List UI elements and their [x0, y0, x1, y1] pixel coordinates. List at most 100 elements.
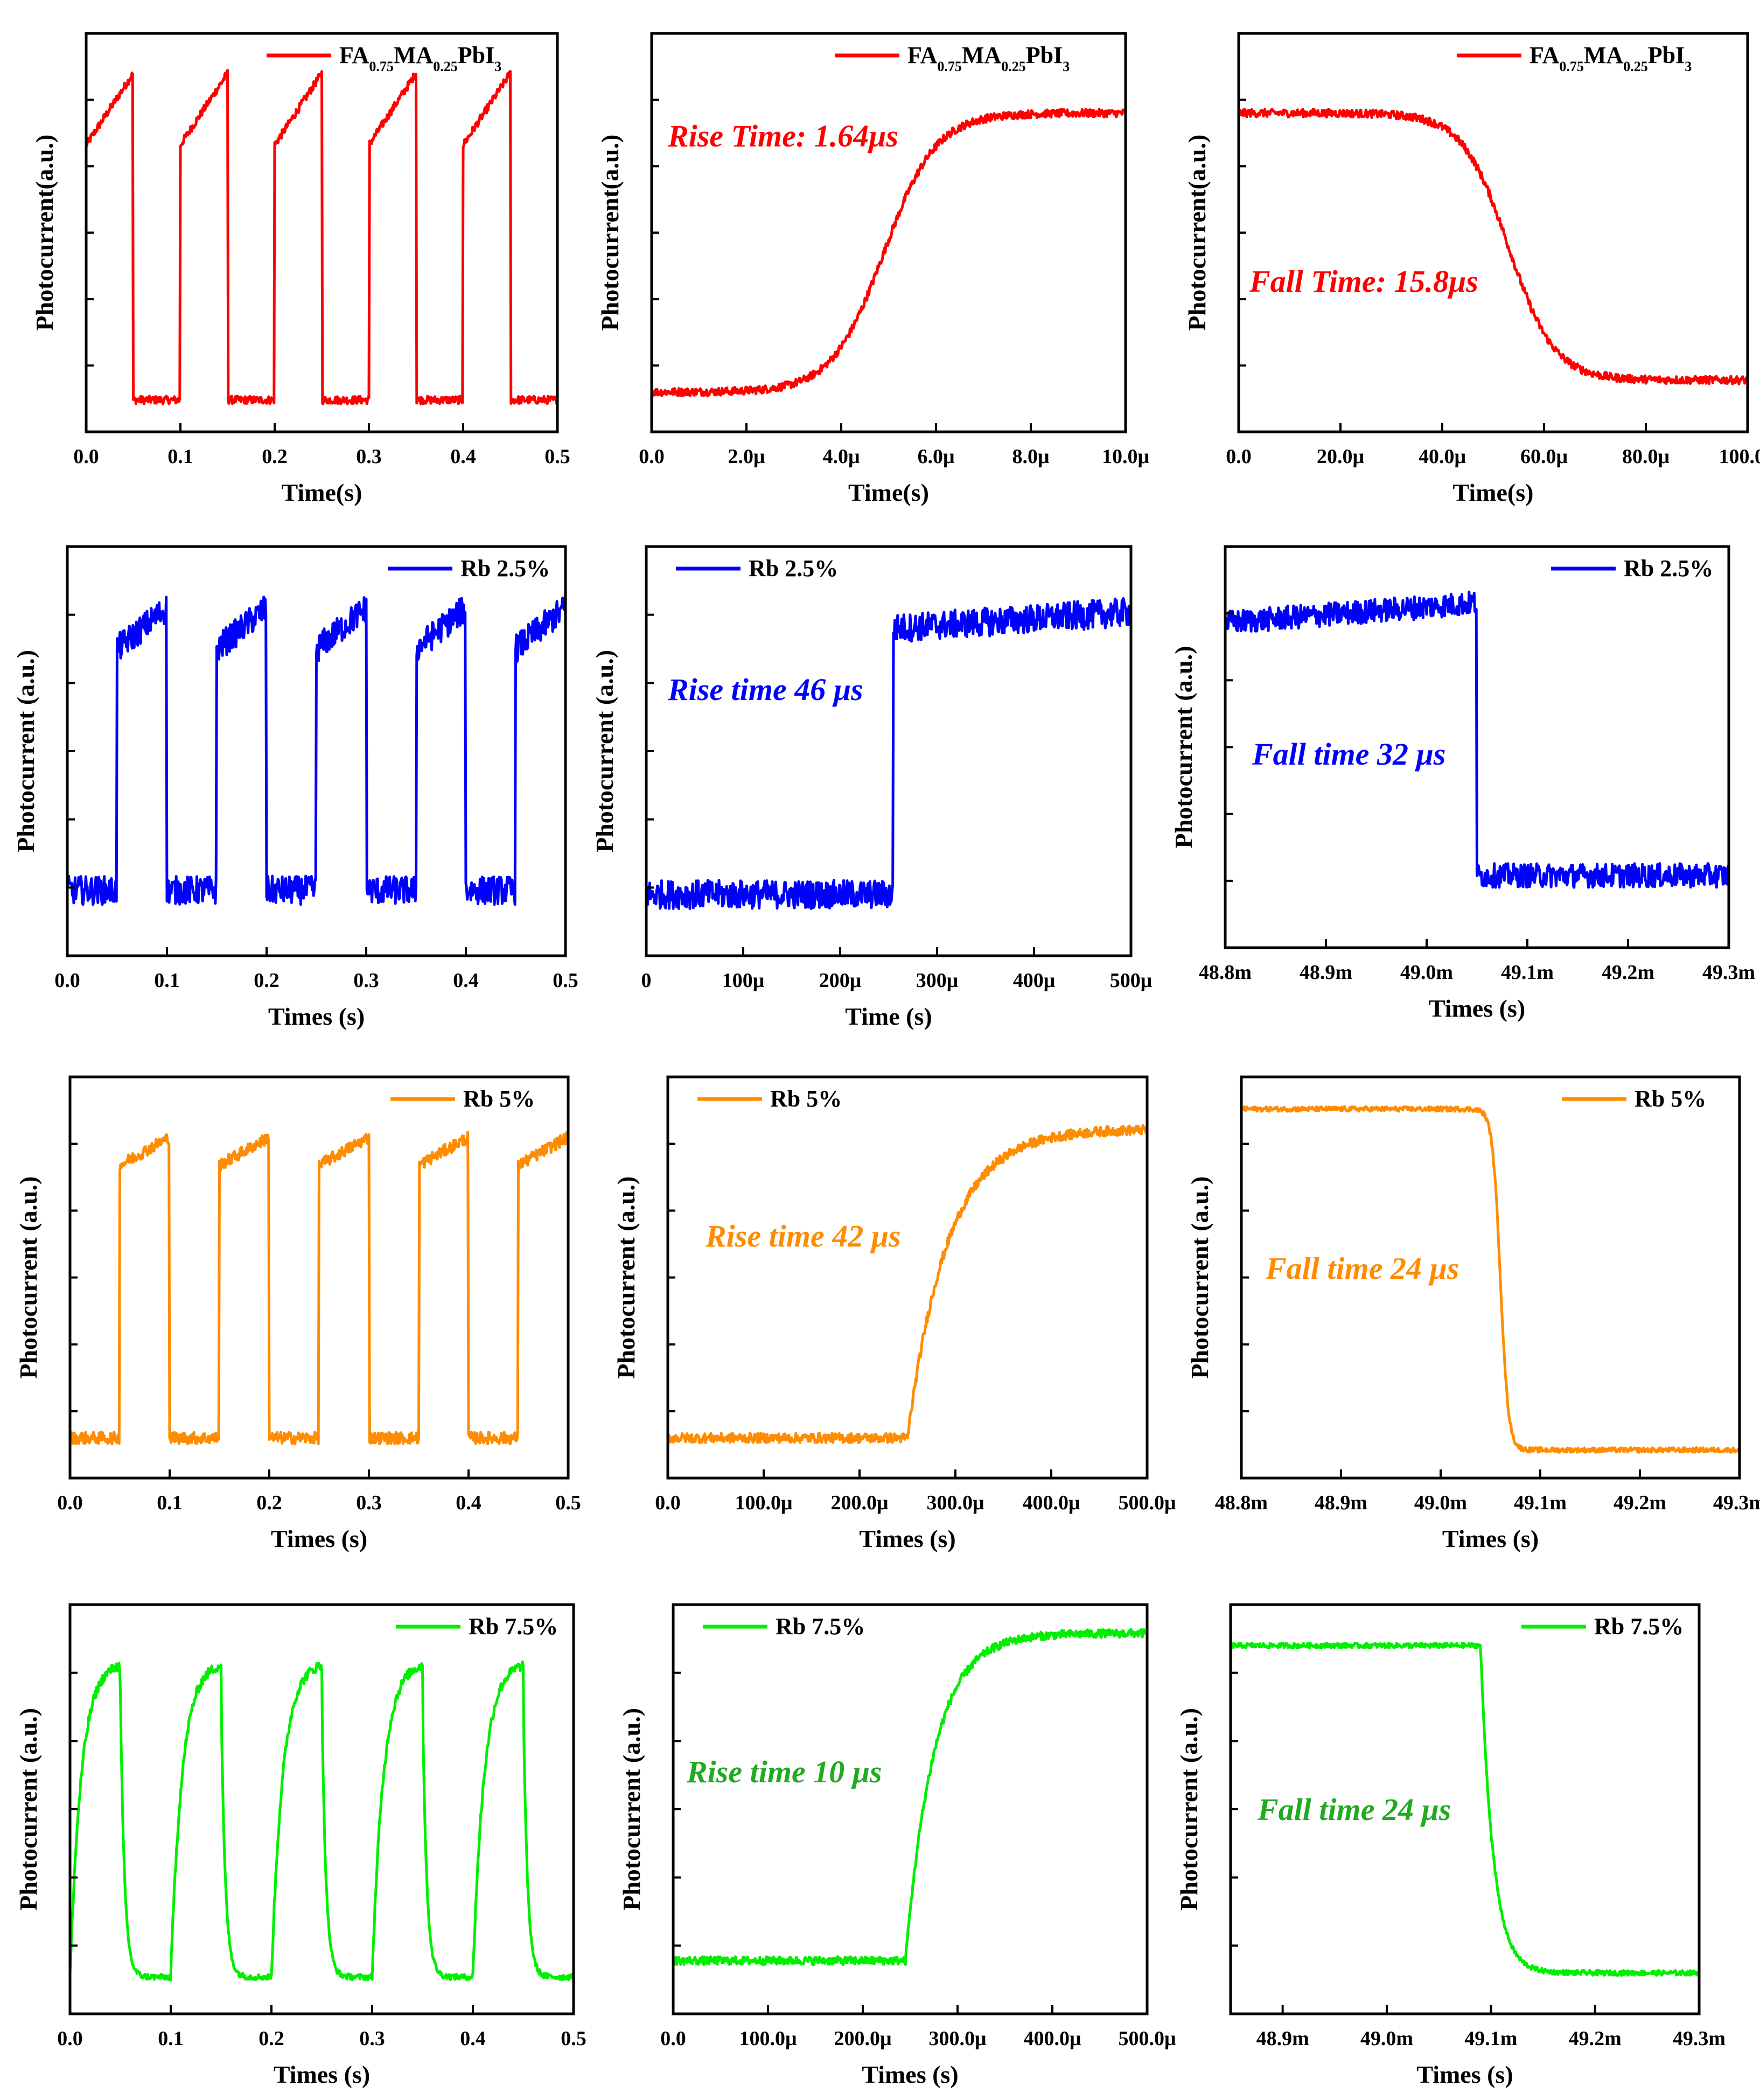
x-tick-label: 0.1 [167, 445, 193, 468]
legend-label: FA0.75MA0.25PbI3 [907, 42, 1070, 74]
x-tick-label: 4.0μ [822, 445, 860, 468]
legend-label: FA0.75MA0.25PbI3 [1529, 42, 1692, 74]
x-tick-label: 49.0m [1414, 1492, 1467, 1514]
x-tick-label: 49.0m [1360, 2027, 1413, 2050]
x-tick-label: 0.1 [158, 2027, 184, 2050]
x-tick-label: 2.0μ [728, 445, 765, 468]
x-tick-label: 200.0μ [834, 2027, 892, 2050]
x-tick-label: 100.0μ [735, 1492, 793, 1514]
x-tick-label: 0.0 [73, 445, 99, 468]
annotation-text: Rise time 42 μs [705, 1219, 901, 1254]
x-tick-label: 60.0μ [1520, 445, 1568, 468]
x-tick-label: 300.0μ [928, 2027, 987, 2050]
x-tick-label: 49.1m [1501, 961, 1554, 984]
x-tick-label: 20.0μ [1317, 445, 1365, 468]
x-axis-title: Time(s) [1453, 479, 1534, 506]
y-axis-title: Photocurrent (a.u.) [591, 650, 618, 852]
y-axis-title: Photocurrent (a.u.) [618, 1708, 645, 1910]
x-tick-label: 0.4 [460, 2027, 486, 2050]
x-tick-label: 0.5 [544, 445, 570, 468]
x-tick-label: 49.0m [1400, 961, 1453, 984]
panel-p2: 0.0 2.0μ 4.0μ 6.0μ 8.0μ 10.0μ Time(s) Photocurr… [596, 32, 1150, 506]
x-tick-label: 0.5 [555, 1492, 581, 1514]
x-tick-label: 0.4 [453, 969, 479, 992]
annotation-text: Fall time 32 μs [1252, 737, 1445, 772]
legend-label: Rb 5% [770, 1086, 842, 1112]
x-tick-label: 0.0 [639, 445, 665, 468]
x-tick-label: 49.1m [1514, 1492, 1567, 1514]
panel-p9: 48.8m 48.9m 49.0m 49.1m 49.2m 49.3m Times (s) P… [1186, 1075, 1760, 1552]
plot-frame [1237, 32, 1749, 433]
x-tick-label: 40.0μ [1419, 445, 1466, 468]
x-tick-label: 0.1 [157, 1492, 183, 1514]
legend-label: Rb 7.5% [469, 1613, 558, 1640]
x-axis-title: Times (s) [1416, 2061, 1513, 2088]
series-line-p4 [66, 596, 567, 906]
x-tick-label: 0.0 [655, 1492, 681, 1514]
x-axis-title: Time(s) [848, 479, 929, 506]
y-axis-title: Photocurrent (a.u.) [12, 650, 39, 852]
x-tick-label: 500.0μ [1118, 2027, 1176, 2050]
x-tick-label: 6.0μ [917, 445, 955, 468]
x-tick-label: 0.2 [254, 969, 280, 992]
annotation-text: Fall Time: 15.8μs [1249, 264, 1478, 299]
legend-label: Rb 7.5% [776, 1613, 865, 1640]
x-tick-label: 200.0μ [830, 1492, 889, 1514]
series-line-p10 [68, 1660, 575, 1982]
x-tick-label: 49.3m [1702, 961, 1755, 984]
x-tick-label: 0.3 [356, 445, 382, 468]
annotation-text: Rise time 10 μs [686, 1754, 882, 1789]
annotation-text: Fall time 24 μs [1257, 1792, 1451, 1827]
x-tick-label: 48.9m [1256, 2027, 1309, 2050]
x-tick-label: 48.8m [1215, 1492, 1268, 1514]
x-tick-label: 0.5 [561, 2027, 586, 2050]
x-tick-label: 10.0μ [1102, 445, 1150, 468]
x-tick-label: 400μ [1013, 969, 1056, 992]
y-axis-title: Photocurrent (a.u.) [1186, 1176, 1213, 1378]
x-tick-label: 49.1m [1464, 2027, 1517, 2050]
x-axis-title: Times (s) [274, 2061, 370, 2088]
x-tick-label: 0.0 [1226, 445, 1252, 468]
legend-label: Rb 5% [463, 1086, 535, 1112]
annotation-text: Rise Time: 1.64μs [667, 118, 898, 153]
x-tick-label: 48.9m [1315, 1492, 1367, 1514]
legend-label: FA0.75MA0.25PbI3 [339, 42, 501, 74]
y-axis-title: Photocurrent (a.u.) [1170, 646, 1197, 848]
x-tick-label: 0.3 [359, 2027, 385, 2050]
x-tick-label: 100.0μ [739, 2027, 797, 2050]
x-tick-label: 0.2 [259, 2027, 284, 2050]
x-tick-label: 0.5 [553, 969, 578, 992]
x-tick-label: 200μ [819, 969, 862, 992]
x-axis-title: Times (s) [271, 1525, 367, 1552]
series-line-p7 [68, 1130, 570, 1446]
x-tick-label: 0.1 [154, 969, 180, 992]
x-tick-label: 300.0μ [926, 1492, 984, 1514]
x-tick-label: 80.0μ [1622, 445, 1670, 468]
x-tick-label: 0.2 [262, 445, 288, 468]
x-tick-label: 0.4 [450, 445, 476, 468]
series-line-p9 [1240, 1105, 1741, 1454]
x-tick-label: 0.0 [54, 969, 80, 992]
x-tick-label: 0.3 [353, 969, 379, 992]
legend-label: Rb 7.5% [1594, 1613, 1684, 1640]
x-tick-label: 0.0 [660, 2027, 686, 2050]
y-axis-title: Photocurrent(a.u.) [1183, 135, 1211, 331]
x-tick-label: 0.0 [57, 1492, 83, 1514]
annotation-text: Fall time 24 μs [1265, 1251, 1459, 1286]
y-axis-title: Photocurrent (a.u.) [1175, 1708, 1203, 1910]
x-tick-label: 48.8m [1199, 961, 1252, 984]
x-tick-label: 100.0μ [1719, 445, 1760, 468]
x-tick-label: 400.0μ [1022, 1492, 1080, 1514]
legend-label: Rb 2.5% [749, 555, 838, 582]
series-line-p12 [1229, 1641, 1701, 1977]
panel-p5: 0 100μ 200μ 300μ 400μ 500μ Time (s) Photocurren… [591, 545, 1153, 1030]
x-tick-label: 0.4 [456, 1492, 481, 1514]
series-line-p8 [666, 1124, 1148, 1444]
legend-label: Rb 2.5% [1624, 555, 1713, 582]
x-tick-label: 100μ [722, 969, 765, 992]
x-tick-label: 0.0 [57, 2027, 83, 2050]
panel-p3: 0.0 20.0μ 40.0μ 60.0μ 80.0μ 100.0μ Time(s) Phot… [1183, 32, 1760, 506]
x-tick-label: 49.2m [1614, 1492, 1666, 1514]
x-tick-label: 0.2 [256, 1492, 282, 1514]
